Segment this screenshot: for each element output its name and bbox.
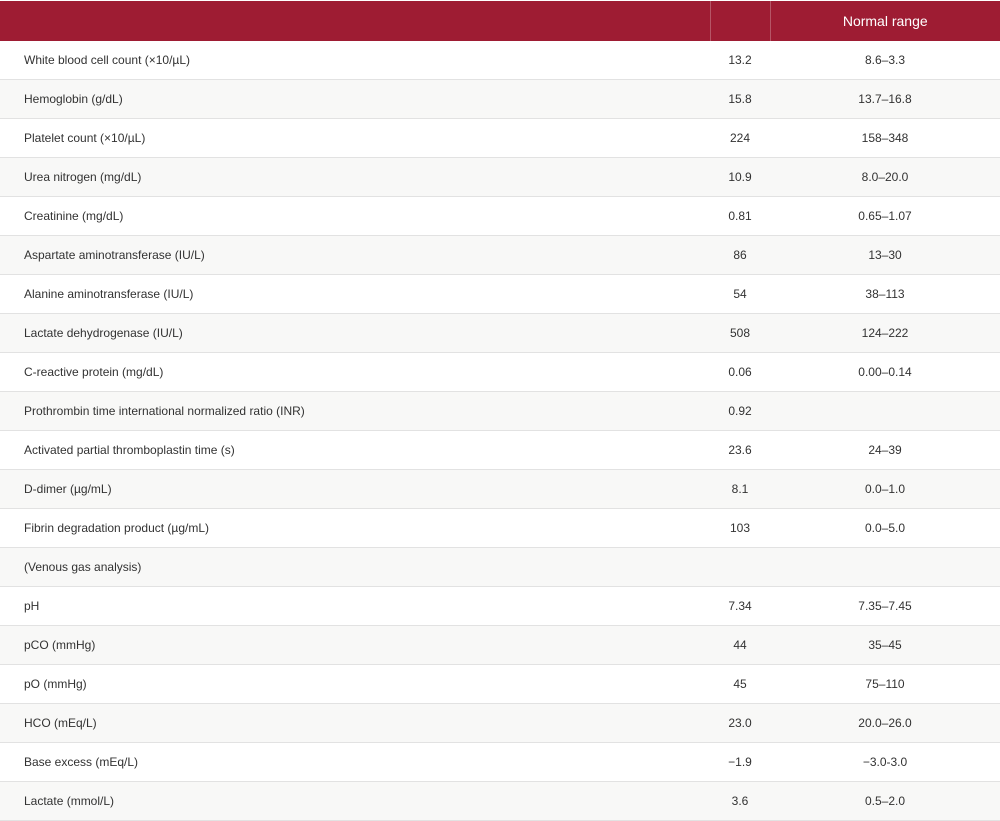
cell-param: Activated partial thromboplastin time (s… [0,431,710,470]
cell-range: −3.0-3.0 [770,743,1000,782]
cell-value [710,548,770,587]
cell-param: pH [0,587,710,626]
table-row: Fibrin degradation product (µg/mL)1030.0… [0,509,1000,548]
cell-value: 23.0 [710,704,770,743]
cell-range: 38–113 [770,275,1000,314]
header-range: Normal range [770,1,1000,42]
cell-range: 7.35–7.45 [770,587,1000,626]
table-row: Hemoglobin (g/dL)15.813.7–16.8 [0,80,1000,119]
cell-range: 0.00–0.14 [770,353,1000,392]
cell-value: 508 [710,314,770,353]
cell-value: 86 [710,236,770,275]
cell-value: 10.9 [710,158,770,197]
table-row: pO (mmHg)4575–110 [0,665,1000,704]
table-row: White blood cell count (×10/µL)13.28.6–3… [0,41,1000,80]
cell-param: Urea nitrogen (mg/dL) [0,158,710,197]
table-row: Activated partial thromboplastin time (s… [0,431,1000,470]
cell-range: 8.6–3.3 [770,41,1000,80]
cell-range [770,548,1000,587]
table-row: Urea nitrogen (mg/dL)10.98.0–20.0 [0,158,1000,197]
table-row: Lactate dehydrogenase (IU/L)508124–222 [0,314,1000,353]
lab-results-table: Normal range White blood cell count (×10… [0,0,1000,821]
table-row: Base excess (mEq/L)−1.9−3.0-3.0 [0,743,1000,782]
cell-value: 0.06 [710,353,770,392]
table-row: Creatinine (mg/dL)0.810.65–1.07 [0,197,1000,236]
cell-value: 54 [710,275,770,314]
table-row: pCO (mmHg)4435–45 [0,626,1000,665]
cell-param: (Venous gas analysis) [0,548,710,587]
cell-range: 124–222 [770,314,1000,353]
cell-range [770,392,1000,431]
table-header-row: Normal range [0,1,1000,42]
cell-range: 0.0–1.0 [770,470,1000,509]
cell-range: 24–39 [770,431,1000,470]
table-row: Platelet count (×10/µL)224158–348 [0,119,1000,158]
cell-param: White blood cell count (×10/µL) [0,41,710,80]
cell-value: 23.6 [710,431,770,470]
cell-range: 0.5–2.0 [770,782,1000,821]
table-row: C-reactive protein (mg/dL)0.060.00–0.14 [0,353,1000,392]
cell-value: 103 [710,509,770,548]
cell-range: 20.0–26.0 [770,704,1000,743]
cell-range: 0.65–1.07 [770,197,1000,236]
lab-results-table-container: Normal range White blood cell count (×10… [0,0,1000,821]
cell-range: 0.0–5.0 [770,509,1000,548]
cell-param: Lactate (mmol/L) [0,782,710,821]
table-row: Prothrombin time international normalize… [0,392,1000,431]
table-row: HCO (mEq/L)23.020.0–26.0 [0,704,1000,743]
table-row: Lactate (mmol/L)3.60.5–2.0 [0,782,1000,821]
table-body: White blood cell count (×10/µL)13.28.6–3… [0,41,1000,821]
cell-range: 13–30 [770,236,1000,275]
cell-range: 75–110 [770,665,1000,704]
table-row: (Venous gas analysis) [0,548,1000,587]
cell-range: 35–45 [770,626,1000,665]
cell-param: pCO (mmHg) [0,626,710,665]
cell-param: Prothrombin time international normalize… [0,392,710,431]
cell-param: Hemoglobin (g/dL) [0,80,710,119]
cell-param: Fibrin degradation product (µg/mL) [0,509,710,548]
cell-value: 0.92 [710,392,770,431]
cell-value: 8.1 [710,470,770,509]
cell-param: HCO (mEq/L) [0,704,710,743]
cell-value: 7.34 [710,587,770,626]
cell-value: −1.9 [710,743,770,782]
cell-value: 0.81 [710,197,770,236]
cell-param: Base excess (mEq/L) [0,743,710,782]
cell-param: pO (mmHg) [0,665,710,704]
cell-param: Platelet count (×10/µL) [0,119,710,158]
cell-value: 45 [710,665,770,704]
table-row: pH7.347.35–7.45 [0,587,1000,626]
cell-range: 8.0–20.0 [770,158,1000,197]
cell-value: 3.6 [710,782,770,821]
header-param [0,1,710,42]
cell-range: 158–348 [770,119,1000,158]
cell-value: 13.2 [710,41,770,80]
cell-param: Creatinine (mg/dL) [0,197,710,236]
cell-param: Alanine aminotransferase (IU/L) [0,275,710,314]
cell-param: C-reactive protein (mg/dL) [0,353,710,392]
cell-param: Aspartate aminotransferase (IU/L) [0,236,710,275]
cell-value: 224 [710,119,770,158]
table-row: D-dimer (µg/mL)8.10.0–1.0 [0,470,1000,509]
cell-param: Lactate dehydrogenase (IU/L) [0,314,710,353]
cell-range: 13.7–16.8 [770,80,1000,119]
table-row: Aspartate aminotransferase (IU/L)8613–30 [0,236,1000,275]
header-value [710,1,770,42]
cell-value: 44 [710,626,770,665]
cell-value: 15.8 [710,80,770,119]
cell-param: D-dimer (µg/mL) [0,470,710,509]
table-row: Alanine aminotransferase (IU/L)5438–113 [0,275,1000,314]
